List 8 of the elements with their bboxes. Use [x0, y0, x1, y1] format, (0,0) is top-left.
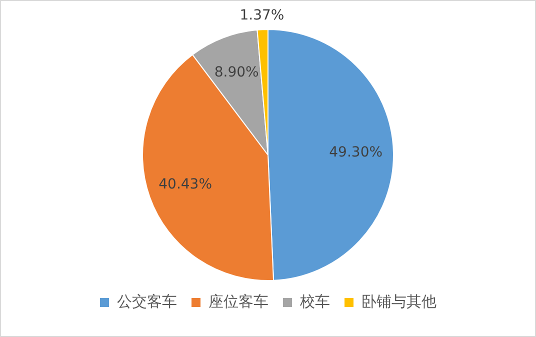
legend-label: 公交客车 — [117, 292, 177, 310]
data-label: 1.37% — [240, 7, 284, 24]
legend-label: 校车 — [299, 292, 330, 310]
data-label: 8.90% — [214, 64, 259, 81]
data-label: 40.43% — [158, 176, 212, 192]
legend-label: 座位客车 — [208, 292, 268, 310]
legend-label: 卧铺与其他 — [362, 292, 436, 310]
data-label: 49.30% — [329, 144, 383, 161]
